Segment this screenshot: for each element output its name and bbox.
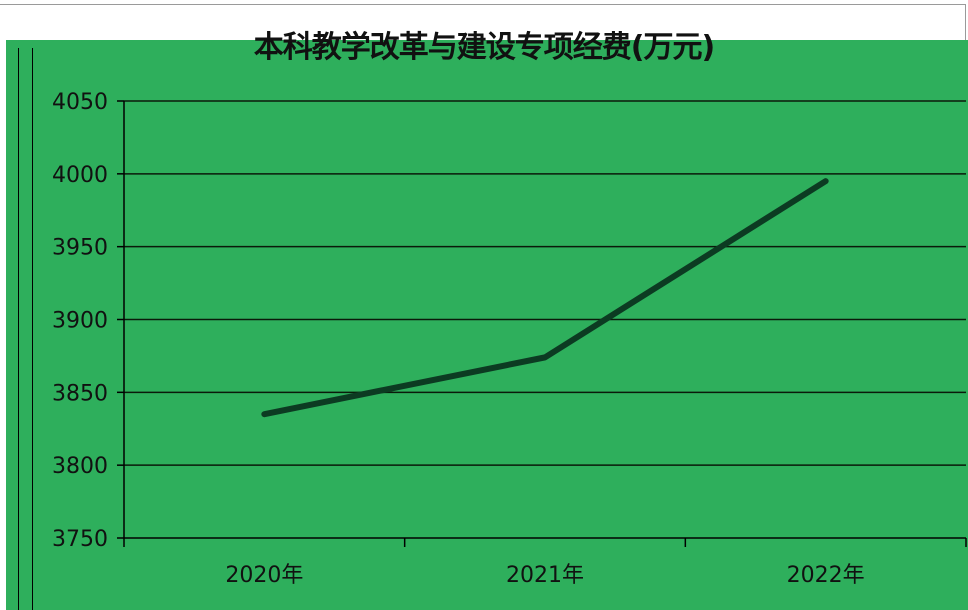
y-tick-label: 4000 — [52, 163, 108, 188]
x-tick-label: 2022年 — [787, 563, 865, 588]
gridlines — [124, 100, 966, 466]
y-tick-label: 4050 — [52, 90, 108, 115]
x-tick-label: 2020年 — [225, 563, 303, 588]
y-tick-label: 3800 — [52, 454, 108, 479]
x-tick-labels: 2020年 2021年 2022年 — [225, 563, 864, 588]
y-tick-label: 3850 — [52, 381, 108, 406]
y-tick-label: 3900 — [52, 309, 108, 334]
chart-title: 本科教学改革与建设专项经费(万元) — [253, 30, 715, 65]
series-line — [261, 178, 829, 418]
plot-area — [6, 40, 968, 610]
frame-left-line-inner — [32, 48, 33, 610]
y-tick-label: 3750 — [52, 527, 108, 552]
axes — [117, 100, 967, 547]
y-tick-labels: 3750 3800 3850 3900 3950 4000 4050 — [52, 90, 108, 552]
frame-left-line — [18, 48, 19, 610]
y-tick-label: 3950 — [52, 236, 108, 261]
x-tick-label: 2021年 — [506, 563, 584, 588]
series — [261, 178, 829, 418]
